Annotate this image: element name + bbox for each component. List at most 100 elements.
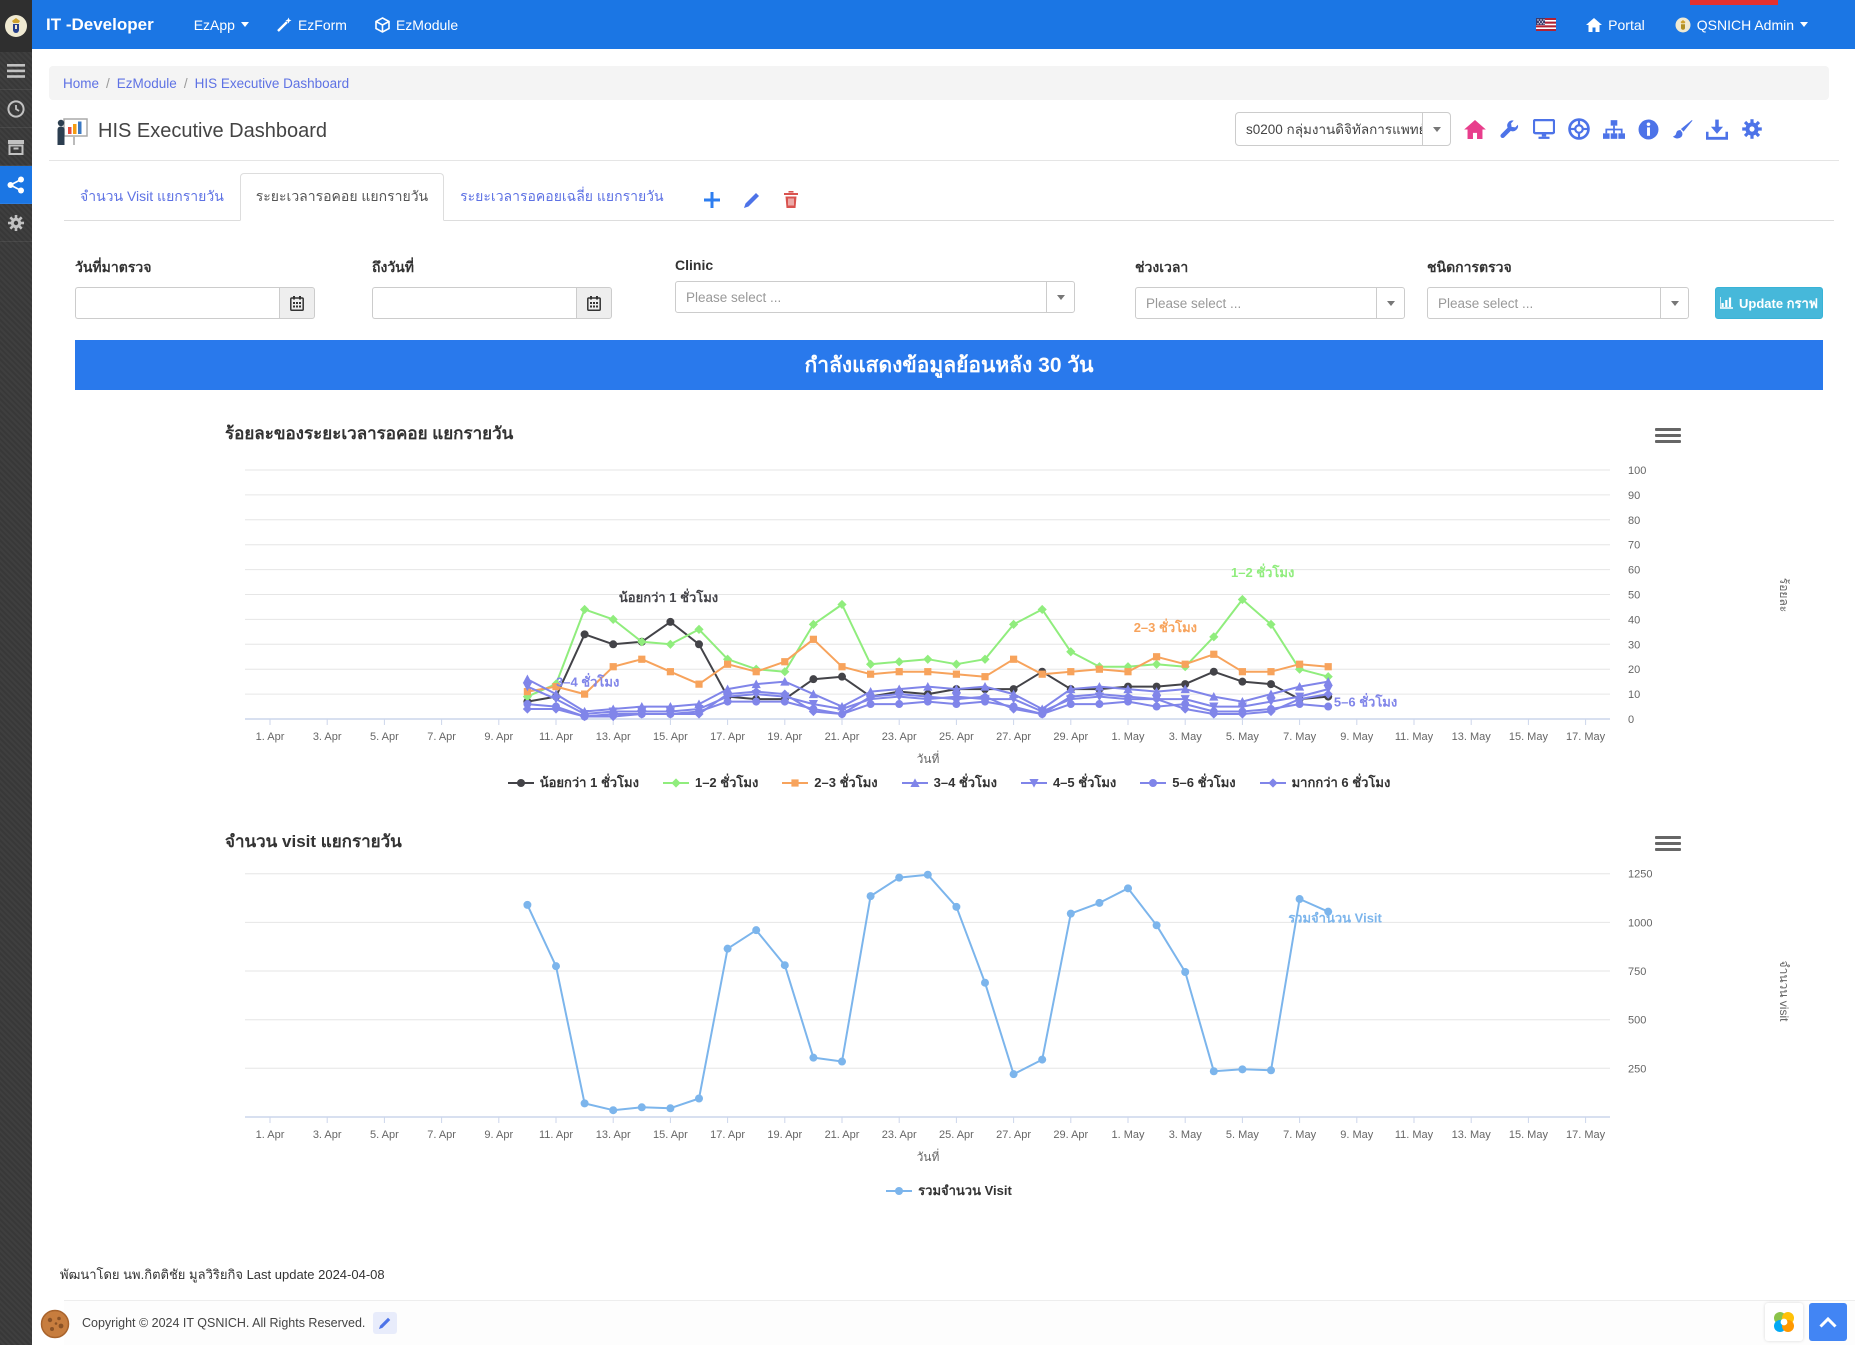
exam-type-label: ชนิดการตรวจ <box>1427 257 1689 279</box>
sidebar-item-dashboard[interactable] <box>0 90 32 128</box>
caret-down-icon <box>1800 22 1808 27</box>
tab-wait-time-daily[interactable]: ระยะเวลารอคอย แยกรายวัน <box>240 173 444 221</box>
svg-text:13. May: 13. May <box>1452 731 1492 743</box>
edit-tab-button[interactable] <box>744 192 760 208</box>
svg-text:60: 60 <box>1628 565 1640 577</box>
svg-text:3. Apr: 3. Apr <box>313 1129 342 1141</box>
trash-icon <box>784 191 798 208</box>
legend-item[interactable]: รวมจำนวน Visit <box>886 1180 1012 1201</box>
sitemap-button[interactable] <box>1603 120 1625 139</box>
settings-button[interactable] <box>1741 118 1763 140</box>
brand[interactable]: IT -Developer <box>46 15 154 35</box>
svg-text:วันที่: วันที่ <box>917 750 940 766</box>
svg-text:3. Apr: 3. Apr <box>313 731 342 743</box>
sidebar-item-modules[interactable] <box>0 166 32 204</box>
developer-note: พัฒนาโดย นพ.กิตติชัย มูลวิริยกิจ Last up… <box>60 1264 1835 1285</box>
chart-context-menu-icon[interactable] <box>1655 832 1681 854</box>
legend-item[interactable]: 2–3 ชั่วโมง <box>782 772 877 793</box>
info-button[interactable] <box>1638 119 1659 140</box>
svg-text:13. Apr: 13. Apr <box>596 1129 631 1141</box>
sidebar-item-archive[interactable] <box>0 128 32 166</box>
update-chart-button[interactable]: Update กราฟ <box>1715 287 1823 319</box>
breadcrumb-current[interactable]: HIS Executive Dashboard <box>195 76 350 91</box>
sidebar-item-menu[interactable] <box>0 52 32 90</box>
svg-text:100: 100 <box>1628 465 1646 477</box>
legend-item[interactable]: น้อยกว่า 1 ชั่วโมง <box>508 772 639 793</box>
svg-text:1–2 ชั่วโมง: 1–2 ชั่วโมง <box>1231 563 1294 580</box>
svg-text:3. May: 3. May <box>1169 731 1203 743</box>
svg-text:7. Apr: 7. Apr <box>427 731 456 743</box>
svg-text:750: 750 <box>1628 966 1646 978</box>
svg-text:จำนวน visit: จำนวน visit <box>1777 961 1791 1023</box>
support-button[interactable] <box>1568 118 1590 140</box>
svg-text:2–3 ชั่วโมง: 2–3 ชั่วโมง <box>1134 618 1197 635</box>
time-range-select[interactable]: Please select ... <box>1135 287 1405 319</box>
legend-marker-icon <box>886 1184 912 1198</box>
edit-footer-button[interactable] <box>373 1312 397 1334</box>
svg-text:27. Apr: 27. Apr <box>996 1129 1031 1141</box>
nav-ezapp[interactable]: EzApp <box>180 0 263 49</box>
date-from-calendar-button[interactable] <box>279 287 315 319</box>
svg-text:7. May: 7. May <box>1283 1129 1317 1141</box>
breadcrumb-home[interactable]: Home <box>63 76 99 91</box>
svg-text:15. May: 15. May <box>1509 1129 1549 1141</box>
cookie-consent-button[interactable] <box>40 1309 70 1339</box>
legend-item[interactable]: 5–6 ชั่วโมง <box>1140 772 1235 793</box>
language-flag[interactable] <box>1534 0 1558 49</box>
nav-ezmodule[interactable]: EzModule <box>361 0 472 49</box>
svg-text:29. Apr: 29. Apr <box>1053 731 1088 743</box>
svg-text:5. May: 5. May <box>1226 1129 1260 1141</box>
legend-marker-icon <box>1260 776 1286 790</box>
date-to-calendar-button[interactable] <box>576 287 612 319</box>
clinic-select[interactable]: Please select ... <box>675 281 1075 313</box>
svg-text:17. May: 17. May <box>1566 1129 1606 1141</box>
scroll-to-top-button[interactable] <box>1809 1303 1847 1341</box>
user-org-logo-icon <box>1675 17 1691 33</box>
date-to-input[interactable] <box>372 287 576 319</box>
filter-row: วันที่มาตรวจ ถึงวันที่ <box>75 257 1823 319</box>
legend-item[interactable]: 3–4 ชั่วโมง <box>902 772 997 793</box>
legend-item[interactable]: 1–2 ชั่วโมง <box>663 772 758 793</box>
legend-marker-icon <box>1140 776 1166 790</box>
time-range-label: ช่วงเวลา <box>1135 257 1405 279</box>
tab-avg-wait-time-daily[interactable]: ระยะเวลารอคอยเฉลี่ย แยกรายวัน <box>444 173 679 221</box>
legend-item[interactable]: 4–5 ชั่วโมง <box>1021 772 1116 793</box>
pinwheel-logo-icon <box>1771 1309 1797 1335</box>
download-button[interactable] <box>1706 119 1728 140</box>
svg-text:90: 90 <box>1628 490 1640 502</box>
svg-text:19. Apr: 19. Apr <box>767 1129 802 1141</box>
date-from-label: วันที่มาตรวจ <box>75 257 315 279</box>
nav-portal[interactable]: Portal <box>1584 0 1647 49</box>
home-button[interactable] <box>1464 120 1486 139</box>
chevron-up-icon <box>1819 1317 1837 1328</box>
svg-text:5. Apr: 5. Apr <box>370 731 399 743</box>
tab-actions <box>704 191 798 220</box>
svg-text:9. May: 9. May <box>1340 1129 1374 1141</box>
nav-ezform[interactable]: EzForm <box>263 0 361 49</box>
tab-visit-daily[interactable]: จำนวน Visit แยกรายวัน <box>64 173 240 221</box>
sidebar-item-settings[interactable] <box>0 204 32 242</box>
add-tab-button[interactable] <box>704 192 720 208</box>
svg-text:250: 250 <box>1628 1063 1646 1075</box>
widget-logo-button[interactable] <box>1765 1303 1803 1341</box>
svg-text:5. Apr: 5. Apr <box>370 1129 399 1141</box>
chart-context-menu-icon[interactable] <box>1655 424 1681 446</box>
legend-item[interactable]: มากกว่า 6 ชั่วโมง <box>1260 772 1391 793</box>
display-button[interactable] <box>1533 119 1555 139</box>
exam-type-select[interactable]: Please select ... <box>1427 287 1689 319</box>
nav-user-menu[interactable]: QSNICH Admin <box>1673 0 1810 49</box>
delete-tab-button[interactable] <box>784 191 798 208</box>
breadcrumb-ezmodule[interactable]: EzModule <box>117 76 177 91</box>
sitemap-icon <box>1603 120 1625 139</box>
caret-down-icon <box>1376 288 1404 318</box>
svg-text:3–4 ชั่วโมง: 3–4 ชั่วโมง <box>556 673 619 690</box>
info-banner: กำลังแสดงข้อมูลย้อนหลัง 30 วัน <box>75 340 1823 390</box>
svg-text:10: 10 <box>1628 689 1640 701</box>
tools-button[interactable] <box>1499 119 1520 140</box>
unit-select[interactable]: s0200 กลุ่มงานดิจิทัลการแพทย์ <box>1235 112 1451 146</box>
date-from-input[interactable] <box>75 287 279 319</box>
theme-button[interactable] <box>1672 119 1693 140</box>
archive-box-icon <box>7 139 25 155</box>
breadcrumb: Home/ EzModule/ HIS Executive Dashboard <box>49 66 1829 100</box>
chart-legend: น้อยกว่า 1 ชั่วโมง 1–2 ชั่วโมง 2–3 ชั่วโมง… <box>75 772 1823 793</box>
